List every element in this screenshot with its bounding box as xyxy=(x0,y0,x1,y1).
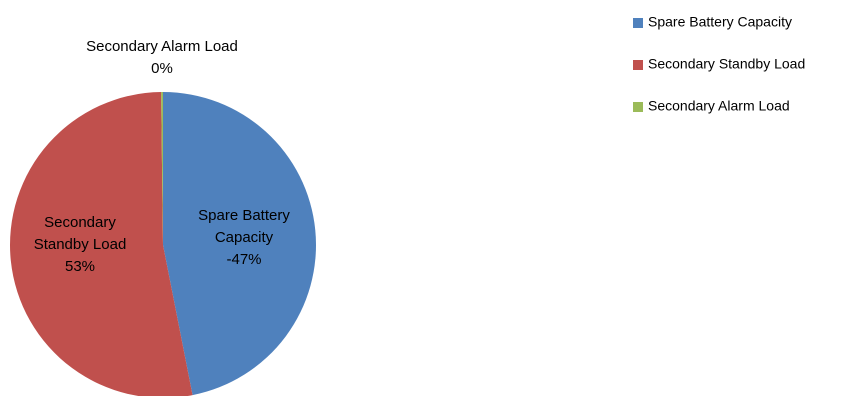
legend: Spare Battery Capacity Secondary Standby … xyxy=(633,14,805,114)
data-label-spare-battery-capacity-line-2: Capacity xyxy=(215,229,274,246)
legend-label-secondary-alarm-load: Secondary Alarm Load xyxy=(648,98,790,114)
data-label-secondary-standby-load-line-1: Secondary xyxy=(44,214,116,231)
data-label-secondary-alarm-load-line-2: 0% xyxy=(151,60,173,77)
data-labels: Spare Battery Capacity -47% Secondary Standb… xyxy=(34,38,291,275)
data-label-secondary-alarm-load-line-1: Secondary Alarm Load xyxy=(86,38,238,55)
data-label-spare-battery-capacity-line-1: Spare Battery xyxy=(198,207,290,224)
pie-slices xyxy=(10,92,316,396)
legend-label-spare-battery-capacity: Spare Battery Capacity xyxy=(648,14,792,30)
data-label-spare-battery-capacity-line-3: -47% xyxy=(226,251,261,268)
data-label-secondary-standby-load-line-3: 53% xyxy=(65,258,95,275)
pie-slice-secondary-alarm-load xyxy=(161,92,163,245)
legend-swatch-secondary-alarm-load xyxy=(633,102,643,112)
legend-swatch-spare-battery-capacity xyxy=(633,18,643,28)
legend-swatch-secondary-standby-load xyxy=(633,60,643,70)
data-label-secondary-standby-load-line-2: Standby Load xyxy=(34,236,127,253)
legend-label-secondary-standby-load: Secondary Standby Load xyxy=(648,56,805,72)
pie-slice-spare-battery-capacity xyxy=(163,92,316,396)
pie-slice-secondary-standby-load xyxy=(10,92,193,396)
